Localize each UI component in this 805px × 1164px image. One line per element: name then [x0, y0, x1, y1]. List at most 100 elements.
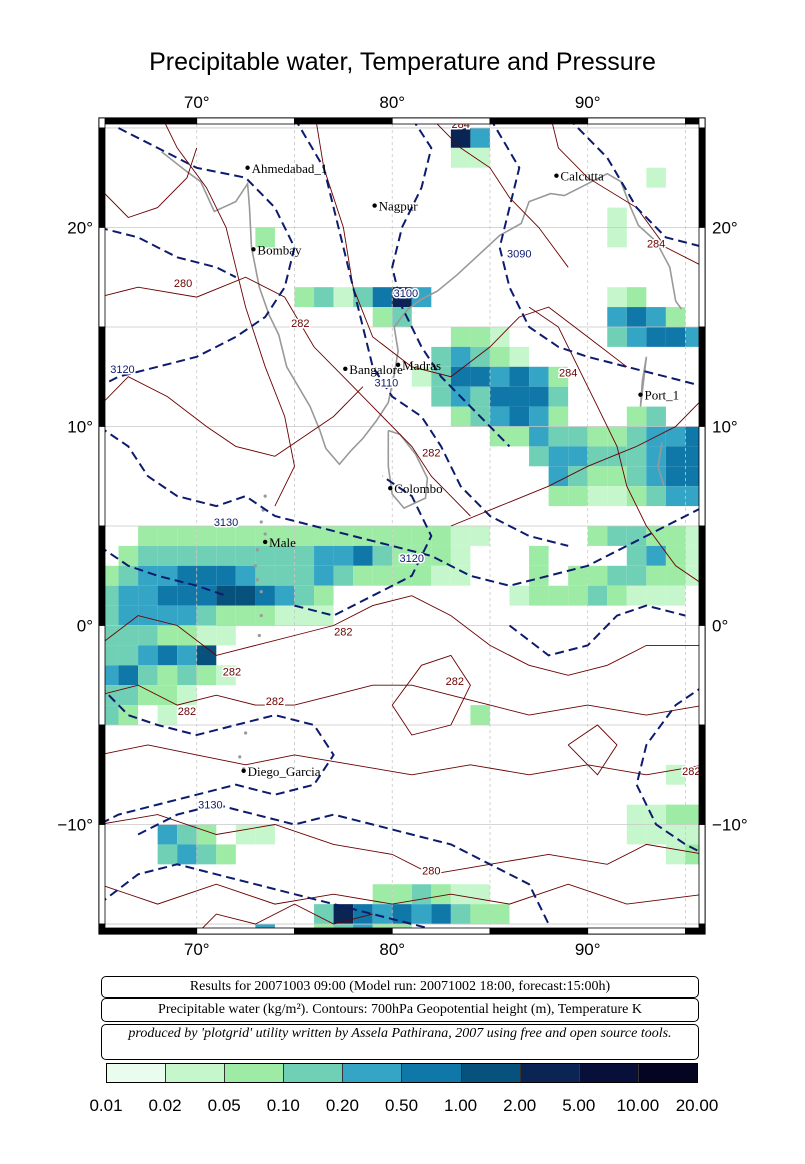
pw-cell [157, 585, 178, 606]
pw-cell [333, 287, 354, 308]
colorbar-segment [520, 1064, 580, 1082]
pw-cell [450, 346, 471, 367]
island [259, 590, 263, 594]
colorbar-label: 20.00 [675, 1096, 719, 1115]
colorbar-label: 0.20 [325, 1096, 359, 1115]
colorbar-segment [284, 1064, 344, 1082]
pw-cell [548, 426, 569, 447]
pw-cell [489, 904, 510, 925]
pw-cell [255, 565, 275, 586]
pw-cell [665, 804, 686, 825]
pw-cell [587, 426, 608, 447]
pw-cell [294, 605, 315, 626]
pw-cell [314, 545, 334, 566]
pw-cell [294, 565, 315, 586]
pw-cell [314, 585, 334, 606]
pw-cell [529, 366, 549, 387]
geopotential-contour [489, 118, 705, 388]
pw-cell [665, 824, 686, 845]
pw-cell [177, 545, 197, 566]
pw-cell [626, 287, 647, 308]
city-label: Bangalore [349, 362, 403, 377]
pw-cell [392, 287, 412, 308]
pw-cell [489, 386, 510, 407]
temperature-contour [550, 118, 705, 268]
pw-cell [196, 665, 217, 686]
temperature-contour [450, 396, 705, 527]
pw-cell [607, 287, 627, 308]
pw-cell [646, 307, 666, 327]
frame-segment [294, 117, 393, 125]
pw-cell [431, 386, 451, 407]
frame-segment [98, 824, 106, 925]
island [259, 520, 263, 524]
pw-cell [274, 585, 295, 606]
pw-cell [607, 446, 627, 467]
lon-tick-label: 70° [184, 93, 210, 112]
axis-ticks: 70°70°80°80°90°90°−10° −10°0° 0°10° 10°20° 2… [57, 93, 747, 959]
pw-cell [646, 486, 666, 507]
pw-cell [157, 565, 178, 586]
pw-cell [607, 466, 627, 487]
pw-cell [607, 426, 627, 447]
lat-tick-label: 0° [712, 617, 728, 636]
pw-cell [333, 565, 354, 586]
pw-cell [216, 665, 236, 686]
pw-cell [568, 466, 588, 487]
pw-cell [470, 326, 490, 347]
city-markers: Ahmedabad_1 Nagpur Calcutta Bombay Bangalore… [241, 161, 679, 779]
temperature-contour [162, 118, 295, 507]
pw-cell [548, 446, 569, 467]
pw-cell [411, 565, 432, 586]
description-box: Precipitable water (kg/m²). Contours: 70… [101, 998, 699, 1022]
geopotential-contour [99, 684, 335, 826]
frame-segment [489, 117, 589, 125]
frame-segment [98, 927, 198, 935]
pw-cell [314, 904, 334, 925]
pw-cell [431, 904, 451, 925]
contour-label: 284 [559, 368, 577, 380]
frame-segment [698, 127, 706, 228]
pw-cell [470, 366, 490, 387]
pw-cell [255, 545, 275, 566]
pw-cell [665, 446, 686, 467]
frame-segment [98, 117, 198, 125]
geopotential-contour [293, 118, 569, 547]
pw-cell [450, 904, 471, 925]
frame-segment [391, 117, 491, 125]
temperature-contour [430, 118, 569, 268]
pw-cell [529, 545, 549, 566]
pw-cell [372, 545, 393, 566]
contour-label: 282 [334, 626, 352, 638]
colorbar-label: 5.00 [562, 1096, 596, 1115]
pw-cell [607, 585, 627, 606]
pw-cell [548, 466, 569, 487]
colorbar-segment [225, 1064, 285, 1082]
frame-segment [196, 927, 295, 935]
pw-cell [255, 605, 275, 626]
geopotential-contour [137, 803, 550, 925]
pw-cell [392, 904, 412, 925]
colorbar-label: 0.10 [266, 1096, 300, 1115]
pw-cell [470, 147, 490, 168]
pw-cell [118, 685, 139, 706]
frame-segment [98, 625, 106, 726]
frame-segment [489, 927, 589, 935]
pw-cell [665, 585, 686, 606]
lon-tick-label: 90° [575, 940, 601, 959]
frame-segment [98, 127, 106, 228]
island [263, 494, 267, 498]
pw-cell [294, 585, 315, 606]
contour-label: 282 [291, 318, 309, 330]
pw-cell [157, 844, 178, 865]
pw-cell [587, 565, 608, 586]
pw-cell [274, 605, 295, 626]
pw-cell [333, 904, 354, 925]
pw-cell [607, 207, 627, 228]
pw-cell [470, 884, 490, 905]
pw-cell [196, 844, 217, 865]
temperature-contour [99, 684, 705, 716]
results-box: Results for 20071003 09:00 (Model run: 2… [101, 976, 699, 998]
pw-cell [626, 326, 647, 347]
city-label: Calcutta [560, 169, 604, 184]
